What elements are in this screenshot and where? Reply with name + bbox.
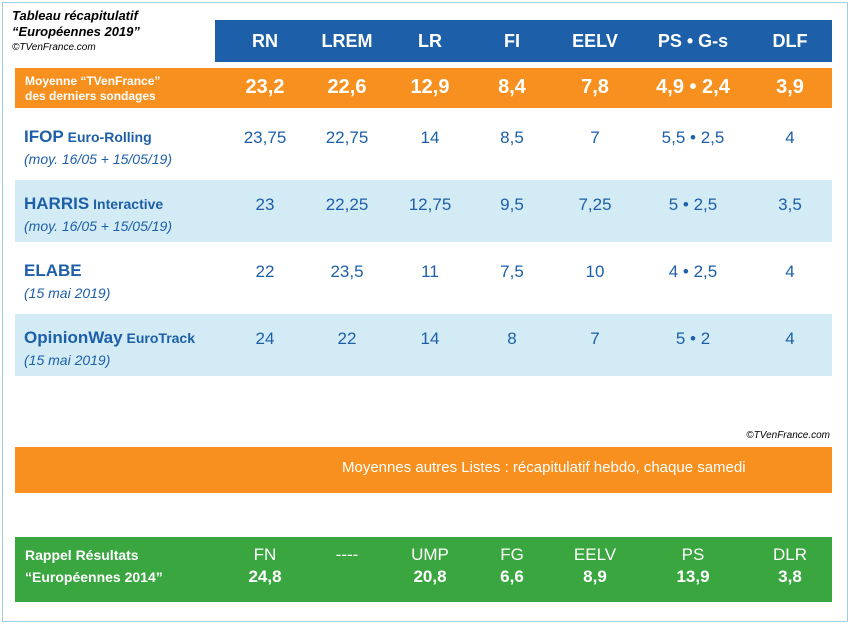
average-value: 12,9 [410, 76, 450, 98]
recall-value: 13,9 [676, 567, 710, 586]
poll-value: 23 [255, 195, 275, 214]
recall-party: FN [253, 545, 277, 564]
poll-value: 7,25 [578, 195, 612, 214]
column-header: PS • G-s [657, 31, 729, 51]
average-value: 3,9 [776, 76, 804, 98]
average-value: 4,9 • 2,4 [656, 76, 730, 98]
poll-value: 11 [421, 262, 439, 281]
poll-value: 10 [585, 262, 605, 281]
recall-value: 20,8 [413, 567, 447, 586]
average-value: 7,8 [581, 76, 609, 98]
recall-value: 24,8 [248, 567, 282, 586]
header-bar [215, 20, 832, 62]
recall-value: 8,9 [583, 567, 607, 586]
poll-suffix: Interactive [93, 196, 164, 212]
poll-value: 5 • 2,5 [668, 195, 718, 214]
column-header: LREM [321, 31, 373, 51]
poll-detail: (moy. 16/05 + 15/05/19) [24, 218, 172, 234]
poll-value: 4 • 2,5 [668, 262, 718, 281]
poll-detail: (15 mai 2019) [24, 352, 111, 368]
recall-value: 6,6 [500, 567, 524, 586]
banner-bar [15, 447, 832, 493]
poll-name-main: ELABE [24, 261, 82, 280]
recall-party: EELV [573, 545, 617, 564]
poll-suffix: EuroTrack [126, 330, 196, 346]
poll-suffix: Euro-Rolling [67, 129, 152, 145]
poll-name-main: HARRIS [24, 194, 90, 213]
poll-value: 22,25 [325, 195, 369, 214]
column-header: LR [418, 31, 442, 51]
credit: ©TVenFrance.com [746, 430, 830, 441]
poll-value: 22 [337, 329, 357, 348]
poll-value: 8 [507, 329, 517, 348]
poll-value: 3,5 [778, 195, 802, 214]
recall-value: 3,8 [778, 567, 802, 586]
poll-value: 22 [255, 262, 275, 281]
column-header: RN [252, 31, 278, 51]
average-value: 22,6 [327, 76, 367, 98]
recall-bar [15, 537, 832, 602]
poll-value: 22,75 [325, 128, 369, 147]
poll-name: IFOP Euro-Rolling [24, 127, 152, 147]
average-bar [15, 68, 832, 108]
recall-party: UMP [411, 545, 449, 564]
poll-value: 12,75 [408, 195, 452, 214]
poll-name: HARRIS Interactive [24, 194, 163, 214]
row-bg [15, 180, 832, 242]
poll-value: 5 • 2 [675, 329, 711, 348]
poll-value: 4 [785, 262, 795, 281]
poll-value: 14 [420, 329, 440, 348]
poll-detail: (moy. 16/05 + 15/05/19) [24, 151, 172, 167]
poll-name-main: OpinionWay [24, 328, 123, 347]
recall-party: DLR [772, 545, 808, 564]
poll-value: 4 [785, 329, 795, 348]
poll-value: 7 [590, 329, 600, 348]
poll-name: ELABE [24, 261, 82, 281]
average-value: 23,2 [245, 76, 285, 98]
poll-value: 7 [590, 128, 600, 147]
poll-value: 9,5 [500, 195, 524, 214]
recall-label: Rappel Résultats [25, 547, 139, 563]
average-value: 8,4 [498, 76, 526, 98]
credit: ©TVenFrance.com [12, 42, 96, 53]
poll-name: OpinionWay EuroTrack [24, 328, 195, 348]
poll-value: 4 [785, 128, 795, 147]
poll-value: 8,5 [500, 128, 524, 147]
poll-value: 5,5 • 2,5 [661, 128, 725, 147]
poll-value: 23,5 [330, 262, 364, 281]
column-header: EELV [572, 31, 618, 51]
poll-value: 23,75 [243, 128, 287, 147]
recall-party: FG [500, 545, 524, 564]
recall-party: PS [681, 545, 705, 564]
poll-name-main: IFOP [24, 127, 64, 146]
subtitle: “Européennes 2019” [12, 24, 140, 39]
poll-detail: (15 mai 2019) [24, 285, 111, 301]
row-bg [15, 314, 832, 376]
recall-party: ---- [335, 545, 359, 564]
column-header: DLF [772, 31, 808, 51]
banner: Moyennes autres Listes : récapitulatif h… [342, 459, 746, 476]
recall-label: “Européennes 2014” [25, 569, 163, 585]
average-label: Moyenne “TVenFrance” [25, 74, 161, 88]
poll-value: 24 [255, 329, 275, 348]
average-label: des derniers sondages [25, 89, 156, 103]
title: Tableau récapitulatif [12, 8, 138, 23]
poll-value: 14 [420, 128, 440, 147]
column-header: FI [504, 31, 520, 51]
poll-value: 7,5 [500, 262, 524, 281]
